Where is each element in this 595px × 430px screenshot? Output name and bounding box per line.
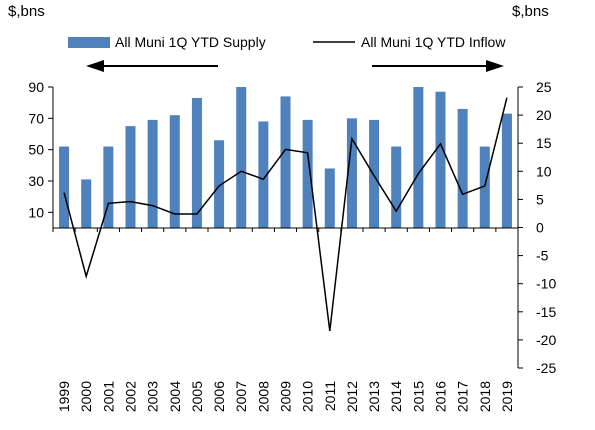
right-arrowhead — [486, 60, 504, 72]
bar — [214, 140, 225, 228]
bar — [280, 96, 291, 229]
category-label: 2010 — [300, 381, 316, 412]
bar — [81, 179, 92, 228]
left-arrowhead — [86, 60, 104, 72]
bar — [479, 146, 490, 228]
bar — [258, 121, 269, 228]
bar — [236, 87, 247, 228]
category-label: 2008 — [255, 381, 271, 412]
category-label: 2000 — [78, 381, 94, 412]
bar — [147, 119, 158, 228]
category-label: 2004 — [167, 381, 183, 412]
right-axis-tick-label: 20 — [536, 107, 552, 123]
bar — [169, 115, 180, 228]
right-axis-tick-label: 0 — [536, 220, 544, 236]
left-axis-unit-label: $,bns — [8, 3, 45, 20]
category-label: 2011 — [322, 381, 338, 411]
right-axis-tick-label: 5 — [536, 191, 544, 207]
bar — [125, 126, 136, 228]
category-label: 2015 — [410, 381, 426, 412]
bar — [435, 91, 446, 228]
right-axis-tick-label: -20 — [536, 332, 556, 348]
right-axis-tick-label: -25 — [536, 360, 556, 376]
bar — [103, 146, 114, 228]
bar — [413, 87, 424, 228]
category-label: 2006 — [211, 381, 227, 412]
legend-label-inflow: All Muni 1Q YTD Inflow — [361, 34, 506, 50]
bar — [324, 168, 335, 228]
inflow-line — [63, 97, 508, 331]
bar-series — [59, 87, 512, 229]
category-label: 2014 — [388, 381, 404, 412]
axis-direction-arrows — [86, 60, 504, 72]
bar — [369, 119, 380, 228]
left-axis-tick-label: 30 — [28, 173, 44, 189]
bar — [391, 146, 402, 228]
right-axis-unit-label: $,bns — [512, 3, 549, 20]
bar — [59, 146, 70, 228]
right-axis-tick-label: -5 — [536, 248, 549, 264]
right-axis-tick-label: 10 — [536, 163, 552, 179]
category-label: 2009 — [278, 381, 294, 412]
left-axis-tick-label: 10 — [28, 204, 44, 220]
legend-swatch-supply — [68, 37, 110, 48]
line-series — [63, 97, 508, 331]
category-label: 2001 — [100, 381, 116, 412]
left-axis-tick-label: 50 — [28, 142, 44, 158]
left-axis-tick-label: 90 — [28, 79, 44, 95]
category-label: 2019 — [499, 381, 515, 412]
bar — [302, 119, 313, 228]
right-axis-tick-label: 15 — [536, 135, 552, 151]
left-axis-tick-label: 70 — [28, 110, 44, 126]
legend: All Muni 1Q YTD Supply All Muni 1Q YTD In… — [68, 34, 506, 50]
right-axis-tick-label: -15 — [536, 304, 556, 320]
right-axis-tick-label: -10 — [536, 276, 556, 292]
category-label: 2007 — [233, 381, 249, 412]
bar — [346, 118, 357, 228]
bar — [191, 97, 202, 228]
category-label: 2017 — [455, 381, 471, 412]
bar — [501, 113, 512, 228]
category-label: 2003 — [145, 381, 161, 412]
category-label: 2016 — [433, 381, 449, 412]
category-label: 2013 — [366, 381, 382, 412]
category-label: 2002 — [123, 381, 139, 412]
axes — [48, 86, 523, 369]
legend-label-supply: All Muni 1Q YTD Supply — [115, 34, 266, 50]
right-axis-tick-label: 25 — [536, 79, 552, 95]
category-label: 2018 — [477, 381, 493, 412]
category-label: 1999 — [56, 381, 72, 412]
bar — [457, 108, 468, 228]
category-label: 2012 — [344, 381, 360, 412]
category-label: 2005 — [189, 381, 205, 412]
